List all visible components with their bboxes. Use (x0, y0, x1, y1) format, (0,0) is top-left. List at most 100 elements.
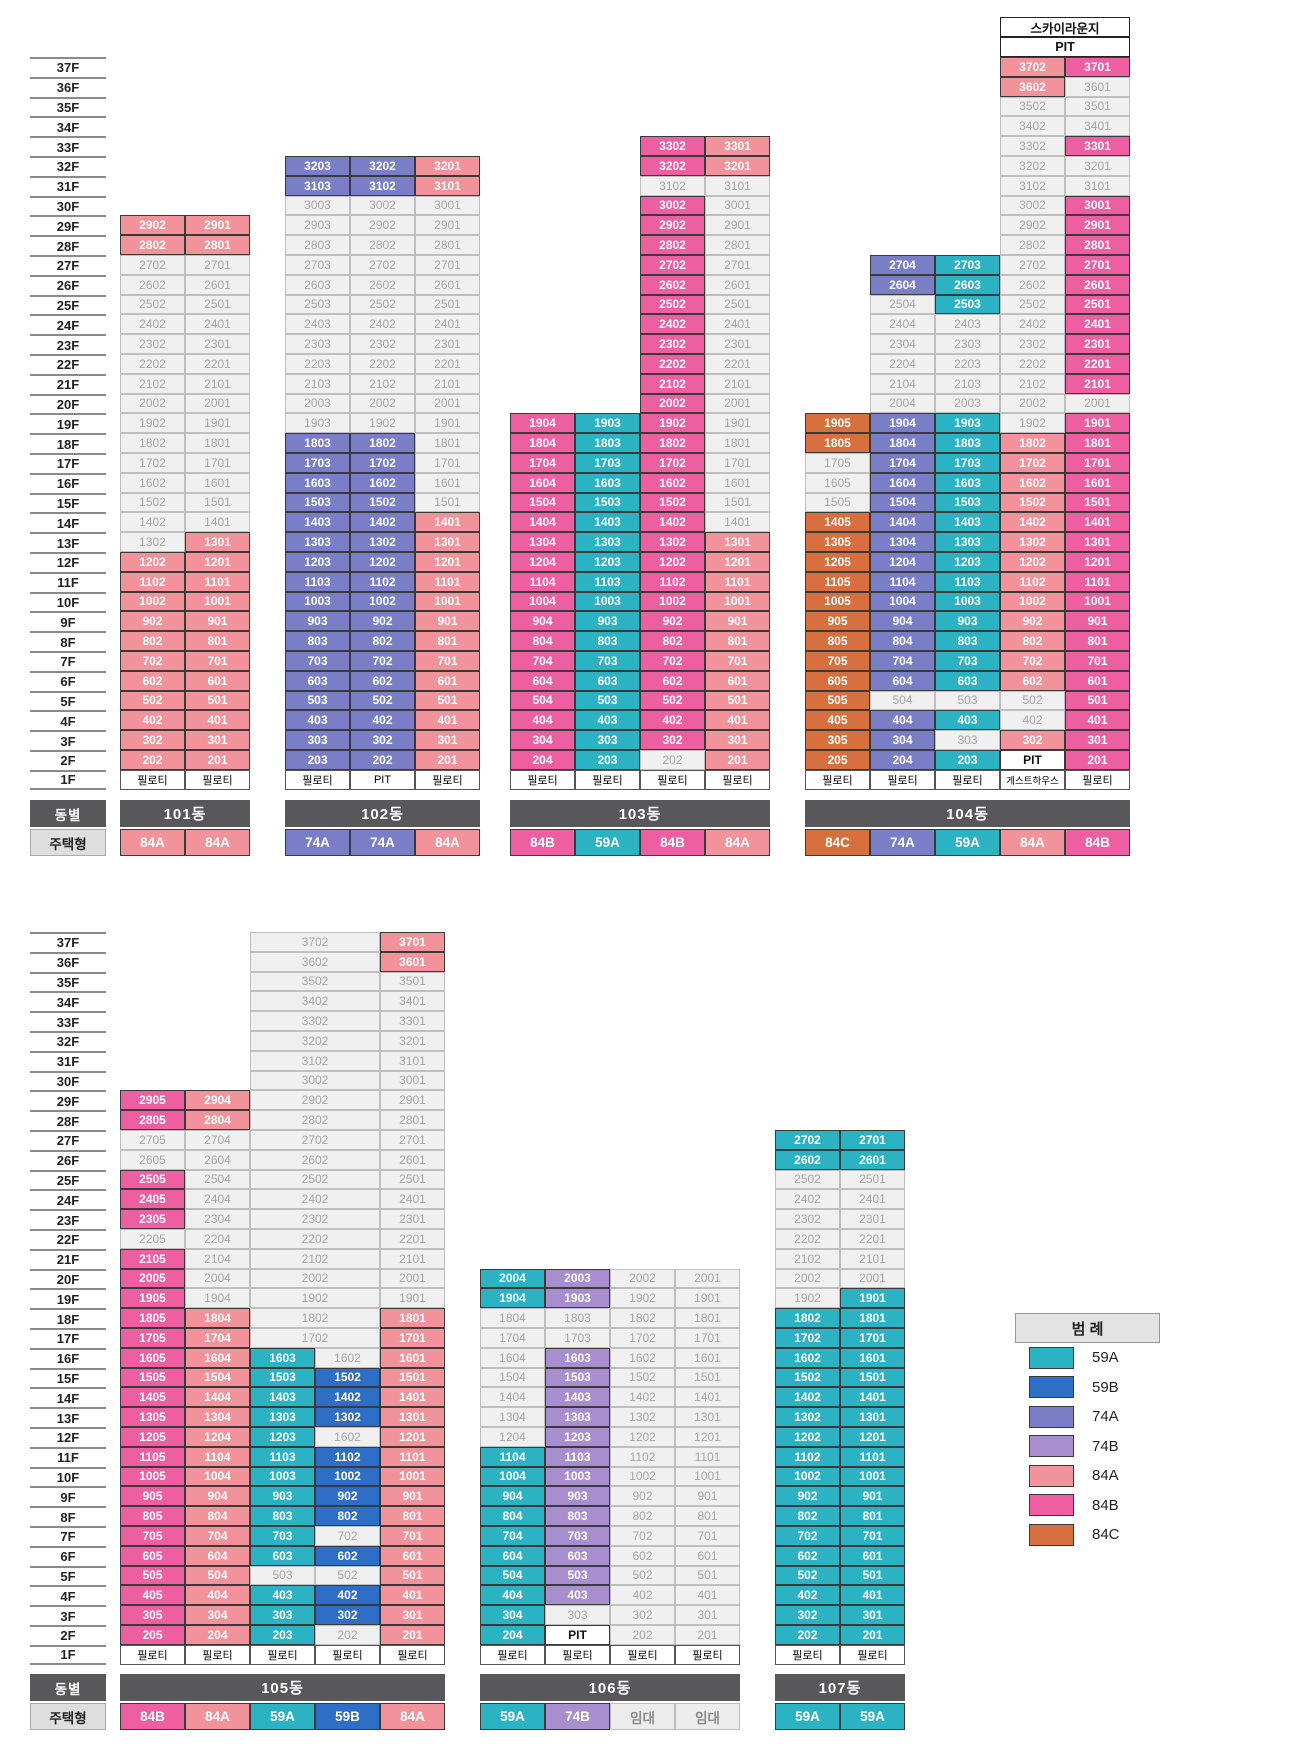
unit-cell[interactable]: 1301 (415, 532, 480, 552)
unit-cell[interactable]: 403 (545, 1585, 610, 1606)
unit-cell[interactable]: 1103 (545, 1446, 610, 1467)
unit-cell[interactable]: 1803 (575, 433, 640, 453)
unit-cell[interactable]: 603 (935, 670, 1000, 691)
unit-cell[interactable]: 602 (640, 670, 705, 691)
unit-cell[interactable]: 1801 (380, 1308, 445, 1328)
unit-cell[interactable]: 905 (120, 1486, 185, 1507)
unit-cell[interactable]: 2302 (640, 334, 705, 354)
unit-cell[interactable]: 301 (185, 730, 250, 750)
unit-cell[interactable]: 3001 (1065, 195, 1130, 216)
unit-cell[interactable]: 402 (640, 710, 705, 731)
unit-cell[interactable]: 3102 (350, 175, 415, 196)
unit-cell[interactable]: 1201 (380, 1427, 445, 1447)
unit-cell[interactable]: 202 (350, 750, 415, 770)
unit-cell[interactable]: 1802 (775, 1308, 840, 1328)
unit-cell[interactable]: 302 (315, 1605, 380, 1625)
unit-cell[interactable]: 603 (545, 1545, 610, 1566)
unit-cell[interactable]: 903 (575, 611, 640, 632)
unit-cell[interactable]: 1603 (935, 472, 1000, 493)
unit-cell[interactable]: 1402 (350, 512, 415, 533)
unit-cell[interactable]: 1002 (640, 591, 705, 612)
unit-cell[interactable]: 1101 (1065, 571, 1130, 592)
unit-cell[interactable]: 1104 (185, 1446, 250, 1467)
unit-cell[interactable]: 1301 (380, 1407, 445, 1427)
unit-cell[interactable]: 802 (1000, 631, 1065, 651)
unit-cell[interactable]: 1502 (315, 1367, 380, 1388)
unit-cell[interactable]: 501 (705, 690, 770, 711)
unit-cell[interactable]: 1003 (250, 1466, 315, 1487)
unit-cell[interactable]: 1203 (935, 552, 1000, 572)
unit-cell[interactable]: 1301 (705, 532, 770, 552)
unit-cell[interactable]: 1303 (545, 1407, 610, 1427)
unit-cell[interactable]: 1502 (350, 492, 415, 513)
unit-cell[interactable]: 904 (870, 611, 935, 632)
unit-cell[interactable]: 1802 (1000, 433, 1065, 453)
unit-cell[interactable]: 501 (185, 690, 250, 711)
unit-cell[interactable]: 1002 (1000, 591, 1065, 612)
unit-cell[interactable]: 1201 (415, 552, 480, 572)
unit-cell[interactable]: 1704 (510, 453, 575, 473)
unit-cell[interactable]: 304 (870, 730, 935, 750)
unit-cell[interactable]: 1102 (640, 571, 705, 592)
unit-cell[interactable]: 804 (480, 1506, 545, 1526)
unit-cell[interactable]: 2604 (870, 274, 935, 295)
unit-cell[interactable]: 603 (285, 670, 350, 691)
unit-cell[interactable]: 703 (545, 1526, 610, 1546)
unit-cell[interactable]: 2003 (545, 1268, 610, 1289)
unit-cell[interactable]: 305 (120, 1605, 185, 1625)
unit-cell[interactable]: 502 (350, 690, 415, 711)
unit-cell[interactable]: 2702 (775, 1130, 840, 1150)
unit-cell[interactable]: 701 (1065, 651, 1130, 671)
unit-cell[interactable]: 805 (805, 631, 870, 651)
unit-cell[interactable]: 204 (870, 750, 935, 770)
unit-cell[interactable]: 1201 (705, 552, 770, 572)
unit-cell[interactable]: 303 (285, 730, 350, 750)
unit-cell[interactable]: 201 (380, 1625, 445, 1645)
unit-cell[interactable]: 1804 (870, 433, 935, 453)
unit-cell[interactable]: 2802 (640, 235, 705, 255)
unit-cell[interactable]: 1002 (120, 591, 185, 612)
unit-cell[interactable]: 1301 (185, 532, 250, 552)
unit-cell[interactable]: 203 (935, 750, 1000, 770)
unit-cell[interactable]: 1204 (870, 552, 935, 572)
unit-cell[interactable]: 601 (380, 1545, 445, 1566)
unit-cell[interactable]: 1603 (575, 472, 640, 493)
unit-cell[interactable]: 1805 (120, 1308, 185, 1328)
unit-cell[interactable]: 201 (840, 1625, 905, 1645)
unit-cell[interactable]: 302 (1000, 730, 1065, 750)
unit-cell[interactable]: 801 (840, 1506, 905, 1526)
unit-cell[interactable]: 2703 (935, 255, 1000, 275)
unit-cell[interactable]: 2701 (840, 1130, 905, 1150)
unit-cell[interactable]: 302 (640, 730, 705, 750)
unit-cell[interactable]: 1702 (640, 453, 705, 473)
unit-cell[interactable]: 804 (185, 1506, 250, 1526)
unit-cell[interactable]: 702 (775, 1526, 840, 1546)
unit-cell[interactable]: 1205 (805, 552, 870, 572)
unit-cell[interactable]: 401 (415, 710, 480, 731)
unit-cell[interactable]: 605 (120, 1545, 185, 1566)
unit-cell[interactable]: 901 (1065, 611, 1130, 632)
unit-cell[interactable]: 902 (315, 1486, 380, 1507)
unit-cell[interactable]: 801 (705, 631, 770, 651)
unit-cell[interactable]: 202 (120, 750, 185, 770)
unit-cell[interactable]: 1102 (775, 1446, 840, 1467)
unit-cell[interactable]: 803 (545, 1506, 610, 1526)
unit-cell[interactable]: 2602 (775, 1149, 840, 1170)
unit-cell[interactable]: 705 (805, 651, 870, 671)
unit-cell[interactable]: 802 (120, 631, 185, 651)
unit-cell[interactable]: 1402 (775, 1387, 840, 1408)
unit-cell[interactable]: 1405 (120, 1387, 185, 1408)
unit-cell[interactable]: 1104 (510, 571, 575, 592)
unit-cell[interactable]: 704 (870, 651, 935, 671)
unit-cell[interactable]: 1602 (775, 1347, 840, 1368)
unit-cell[interactable]: 402 (350, 710, 415, 731)
unit-cell[interactable]: 1001 (415, 591, 480, 612)
unit-cell[interactable]: 1803 (935, 433, 1000, 453)
unit-cell[interactable]: 1003 (545, 1466, 610, 1487)
unit-cell[interactable]: 702 (350, 651, 415, 671)
unit-cell[interactable]: 1205 (120, 1427, 185, 1447)
unit-cell[interactable]: 604 (185, 1545, 250, 1566)
unit-cell[interactable]: 903 (250, 1486, 315, 1507)
unit-cell[interactable]: 602 (120, 670, 185, 691)
unit-cell[interactable]: 1501 (380, 1367, 445, 1388)
